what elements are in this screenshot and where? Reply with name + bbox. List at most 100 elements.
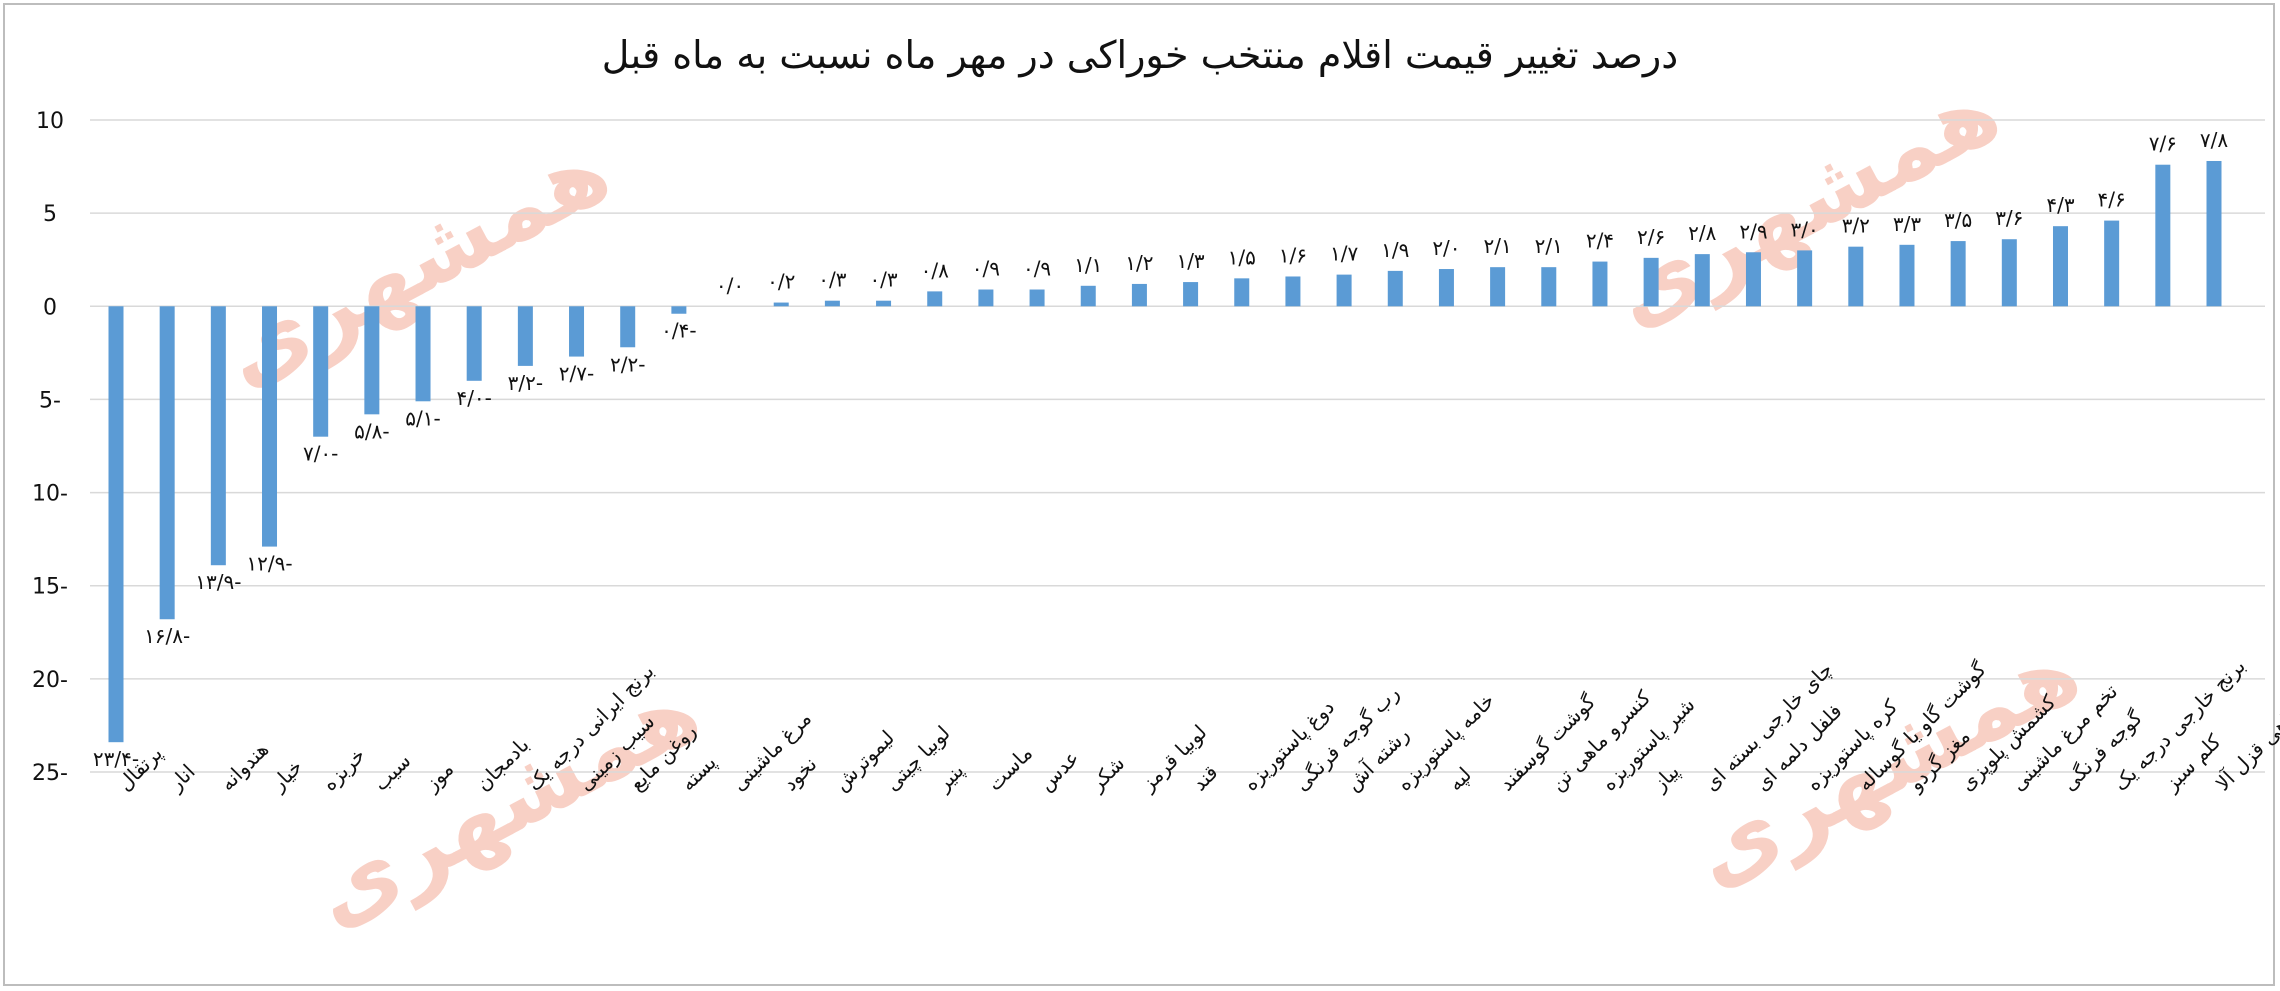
x-tick-label: لپه	[1443, 762, 1477, 796]
data-label: ۱۶/۸-	[144, 624, 190, 648]
bar	[1490, 267, 1506, 307]
data-label: ۷/۰-	[303, 442, 338, 466]
bar	[1643, 257, 1659, 307]
bar	[2206, 160, 2222, 307]
bars	[108, 160, 2222, 743]
y-tick-label: 10	[36, 109, 64, 134]
data-label: ۷/۶	[2149, 132, 2177, 156]
data-label: ۰/۲	[767, 270, 795, 294]
data-label: ۱/۹	[1381, 238, 1409, 262]
bar	[466, 306, 482, 381]
bar	[1848, 246, 1864, 307]
data-label: ۱/۳	[1176, 249, 1204, 273]
data-label: ۰/۳	[869, 268, 897, 292]
bar	[364, 306, 380, 415]
data-label: ۲/۲-	[610, 352, 645, 376]
data-label: ۲/۷-	[559, 362, 594, 386]
chart-frame	[3, 3, 2275, 986]
data-label: ۲/۶	[1637, 225, 1665, 249]
watermark-text: همشهری	[294, 656, 717, 949]
bar	[1438, 269, 1454, 307]
bar	[824, 300, 840, 307]
data-label: ۳/۲	[1842, 214, 1870, 238]
bar	[1745, 252, 1761, 307]
x-tick-label: قند	[1187, 760, 1222, 795]
data-label: ۲/۸	[1688, 221, 1716, 245]
y-tick-label: 25-	[32, 761, 68, 786]
bar	[1387, 270, 1403, 307]
x-tick-label: خیار	[265, 754, 307, 796]
x-tick-label: نخود	[778, 752, 822, 796]
data-label: ۲/۱	[1483, 234, 1511, 258]
x-tick-label: ماست	[982, 741, 1037, 796]
bar	[1234, 278, 1250, 307]
data-label: ۳/۳	[1893, 212, 1921, 236]
bar	[1592, 261, 1608, 307]
bar	[517, 306, 533, 366]
x-tick-label: پنیر	[931, 758, 970, 797]
bar	[876, 300, 892, 307]
x-tick-label: هندوانه	[215, 737, 273, 795]
data-label: ۳/۶	[1995, 206, 2023, 230]
bar	[773, 302, 789, 307]
data-label: ۵/۱-	[405, 406, 440, 430]
data-label: ۱۲/۹-	[246, 552, 292, 576]
data-label: ۱/۵	[1228, 245, 1256, 269]
x-tick-label: شکر	[1084, 751, 1129, 796]
data-label: ۷/۸	[2200, 128, 2228, 152]
x-tick-label: سیب	[368, 749, 415, 796]
data-label: ۱/۱	[1074, 253, 1102, 277]
bar	[262, 306, 278, 547]
data-label: ۱/۷	[1330, 242, 1358, 266]
data-label: ۱/۲	[1125, 251, 1153, 275]
bar	[108, 306, 124, 743]
bar	[210, 306, 226, 566]
y-tick-label: 20-	[32, 668, 68, 693]
bar	[2104, 220, 2120, 307]
data-label: ۰/۳	[818, 268, 846, 292]
bar	[1541, 267, 1557, 307]
bar	[313, 306, 329, 437]
x-tick-label: انار	[163, 760, 200, 797]
data-label: ۱۳/۹-	[195, 570, 241, 594]
bar	[2001, 239, 2017, 307]
x-tick-label: خربزه	[317, 743, 370, 796]
data-label: ۳/۰	[1791, 217, 1819, 241]
bar	[1950, 241, 1966, 307]
bar	[978, 289, 994, 307]
bar	[1285, 276, 1301, 307]
bar	[927, 291, 943, 307]
bar	[1029, 289, 1045, 307]
data-label: ۳/۵	[1944, 208, 1972, 232]
data-label: ۰/۹	[1023, 257, 1051, 281]
bar	[671, 306, 687, 314]
bar	[159, 306, 175, 620]
y-tick-label: 0	[43, 295, 57, 320]
bar	[1694, 254, 1710, 307]
y-tick-label: 5	[43, 202, 57, 227]
x-tick-label: عدس	[1034, 745, 1084, 795]
bar	[1080, 285, 1096, 307]
data-labels: ۲۳/۴- ۱۶/۸- ۱۳/۹-۱۲/۹- ۷/۰- ۵/۸- ۵/۱- ۴/۰- ۳/۲-…	[93, 128, 2228, 771]
bar	[2155, 164, 2171, 307]
bar	[1797, 250, 1813, 307]
bar	[2052, 226, 2068, 307]
bar	[1183, 282, 1199, 307]
bar	[1336, 274, 1352, 307]
data-label: ۲/۹	[1739, 219, 1767, 243]
data-label: ۲۳/۴-	[93, 747, 139, 771]
data-label: ۲/۱	[1535, 234, 1563, 258]
bar	[620, 306, 636, 348]
data-label: ۱/۶	[1279, 243, 1307, 267]
y-tick-label: 5-	[39, 388, 61, 413]
data-label: ۰/۰	[716, 273, 744, 297]
y-tick-label: 10-	[32, 482, 68, 507]
data-label: ۰/۴-	[661, 319, 696, 343]
x-tick-label: پیاز	[1647, 759, 1685, 797]
bar	[415, 306, 431, 402]
data-label: ۰/۹	[972, 257, 1000, 281]
data-label: ۰/۸	[921, 258, 949, 282]
bar	[1899, 244, 1915, 307]
data-label: ۲/۴	[1586, 229, 1614, 253]
